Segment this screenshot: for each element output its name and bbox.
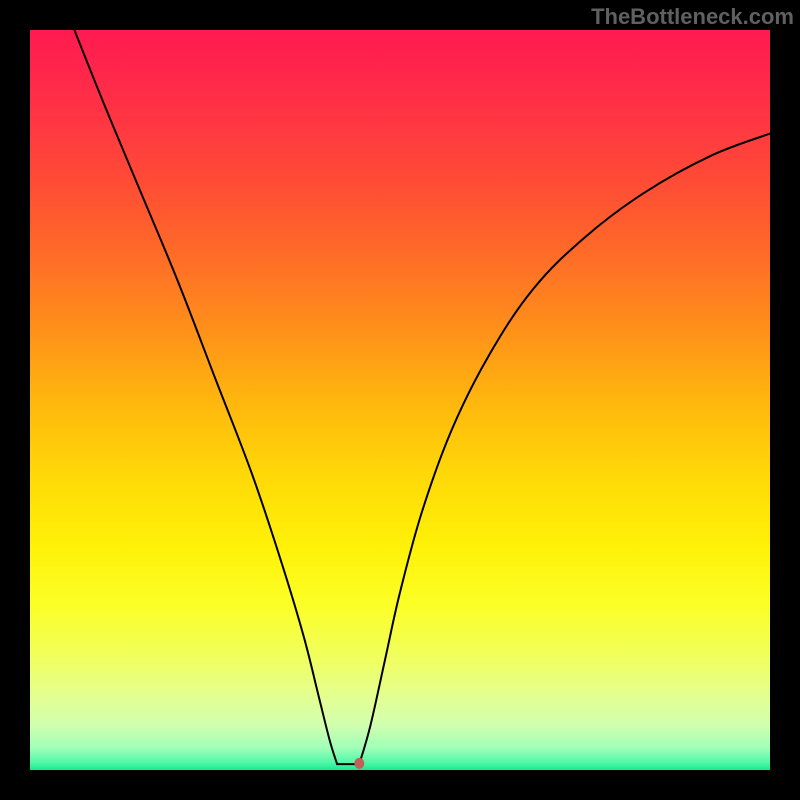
gradient-background (30, 30, 770, 770)
plot-svg (30, 30, 770, 770)
minimum-marker (354, 758, 364, 769)
watermark-text: TheBottleneck.com (591, 4, 794, 30)
chart-container: TheBottleneck.com (0, 0, 800, 800)
plot-area (30, 30, 770, 770)
